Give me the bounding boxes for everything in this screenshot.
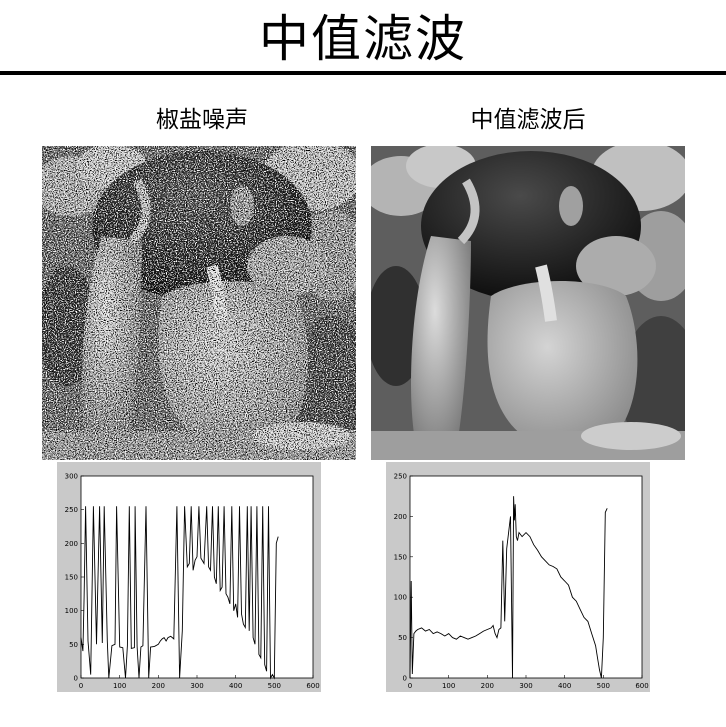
y-tick-label: 200 [394, 513, 407, 521]
filtered-pepper-image [371, 146, 685, 460]
x-tick-label: 100 [113, 682, 126, 690]
series-line [80, 506, 279, 680]
y-tick-label: 150 [394, 553, 407, 561]
y-tick-label: 150 [65, 574, 78, 582]
x-tick-label: 100 [442, 682, 455, 690]
x-tick-label: 300 [190, 682, 203, 690]
y-tick-label: 0 [74, 675, 78, 683]
plot-area [409, 475, 643, 679]
y-tick-label: 200 [65, 540, 78, 548]
y-tick-label: 0 [403, 675, 407, 683]
x-tick-label: 600 [635, 682, 648, 690]
right-caption: 中值滤波后 [470, 107, 586, 133]
x-tick-label: 200 [481, 682, 494, 690]
x-tick-label: 400 [229, 682, 242, 690]
page-title: 中值滤波 [259, 10, 467, 68]
x-tick-label: 600 [306, 682, 319, 690]
y-tick-label: 300 [65, 473, 78, 481]
filtered-row-profile-plot: 0 100 200 300 400 500 600 0 50 100 150 200 250 [386, 462, 650, 692]
y-tick-label: 50 [398, 634, 407, 642]
x-tick-label: 400 [558, 682, 571, 690]
y-tick-label: 250 [65, 506, 78, 514]
x-tick-label: 500 [597, 682, 610, 690]
x-tick-label: 300 [519, 682, 532, 690]
filtered-row-profile-chart: 0 100 200 300 400 500 600 0 50 100 150 200 250 [394, 473, 649, 691]
x-tick-label: 0 [79, 682, 83, 690]
y-tick-label: 100 [65, 607, 78, 615]
title-divider [0, 71, 726, 75]
x-tick-label: 0 [408, 682, 412, 690]
series-line [409, 496, 608, 679]
noisy-row-profile-plot: 0 100 200 300 400 500 600 0 50 100 150 200 250 300 [57, 462, 321, 692]
noisy-row-profile-chart: 0 100 200 300 400 500 600 0 50 100 150 200 250 300 [65, 473, 320, 691]
y-tick-label: 100 [394, 594, 407, 602]
left-caption: 椒盐噪声 [156, 107, 248, 133]
y-tick-label: 250 [394, 473, 407, 481]
x-tick-label: 200 [152, 682, 165, 690]
y-tick-label: 50 [69, 641, 78, 649]
x-tick-label: 500 [268, 682, 281, 690]
noisy-pepper-image [42, 146, 356, 460]
